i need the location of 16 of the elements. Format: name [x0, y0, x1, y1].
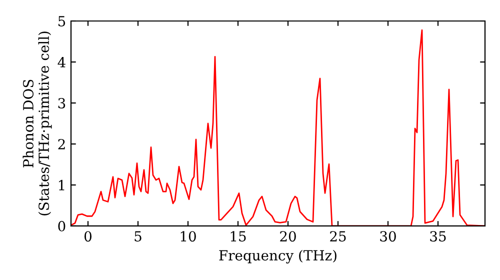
y-tick-label: 1 — [58, 180, 64, 190]
y-tick-label: 3 — [58, 98, 66, 108]
x-tick-label: 35 — [430, 231, 446, 242]
x-tick-label: 15 — [230, 231, 246, 242]
x-tick-label: 0 — [84, 231, 92, 242]
y-tick-label: 0 — [58, 220, 66, 232]
y-tick-label: 2 — [58, 138, 65, 150]
y-axis-title: Phonon DOS (States/THz·primitive cell) — [22, 32, 52, 216]
x-axis-title: Frequency (THz) — [219, 250, 336, 264]
y-tick-label: 4 — [58, 56, 66, 68]
x-tick-label: 30 — [380, 231, 396, 242]
x-tick-label: 25 — [330, 231, 346, 242]
y-tick-label: 5 — [58, 16, 66, 26]
x-tick-label: 5 — [134, 231, 142, 242]
x-tick-label: 10 — [180, 231, 196, 242]
x-tick-label: 20 — [280, 231, 296, 242]
